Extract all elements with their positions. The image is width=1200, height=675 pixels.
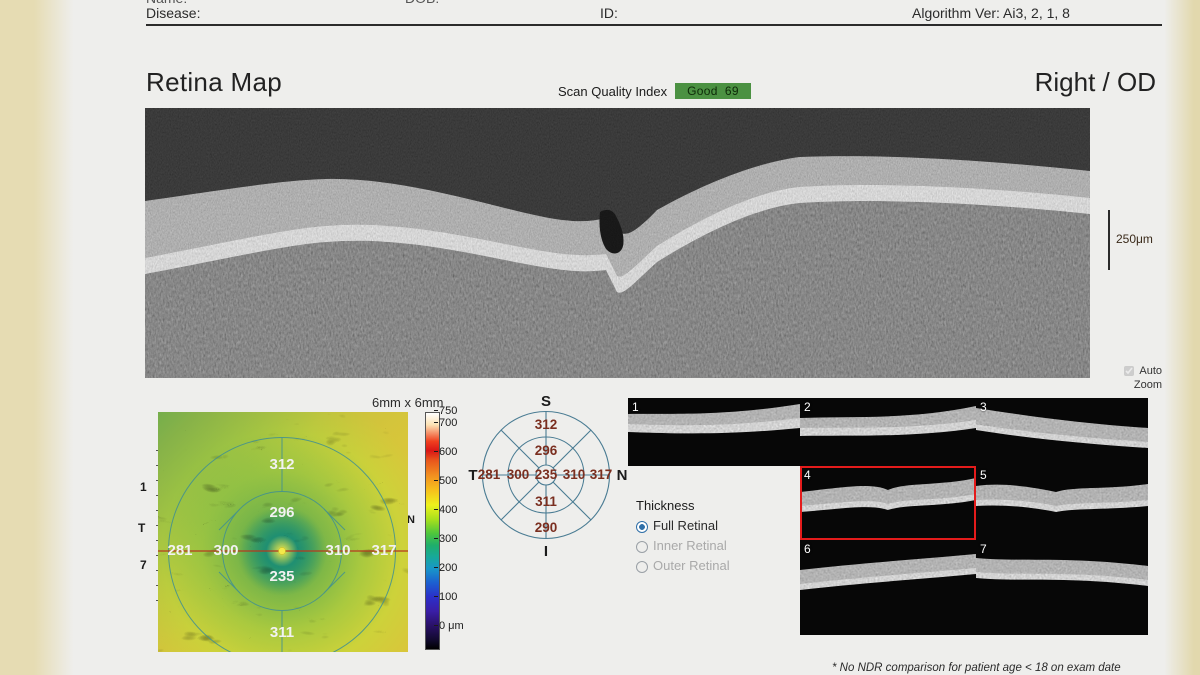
svg-text:281: 281 [167, 542, 192, 559]
svg-text:311: 311 [535, 494, 557, 509]
svg-text:S: S [541, 393, 551, 410]
svg-text:317: 317 [590, 467, 613, 482]
svg-text:296: 296 [535, 443, 558, 458]
svg-text:317: 317 [371, 542, 396, 559]
svg-text:235: 235 [535, 467, 558, 482]
svg-text:310: 310 [563, 467, 586, 482]
svg-text:290: 290 [535, 520, 558, 535]
svg-text:312: 312 [269, 456, 294, 473]
svg-text:235: 235 [269, 568, 294, 585]
svg-text:296: 296 [269, 504, 294, 521]
svg-text:I: I [544, 543, 548, 560]
svg-text:300: 300 [213, 542, 238, 559]
svg-text:312: 312 [535, 417, 558, 432]
svg-text:281: 281 [478, 467, 501, 482]
svg-text:311: 311 [270, 624, 294, 641]
svg-text:310: 310 [325, 542, 350, 559]
svg-text:290: 290 [269, 651, 294, 652]
svg-text:N: N [617, 467, 628, 484]
svg-text:T: T [468, 467, 477, 484]
svg-text:300: 300 [507, 467, 530, 482]
